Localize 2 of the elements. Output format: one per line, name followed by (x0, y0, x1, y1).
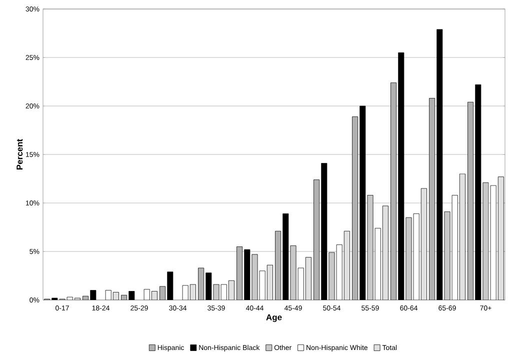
x-axis-title: Age (266, 314, 282, 322)
y-axis-title: Percent (16, 139, 23, 170)
